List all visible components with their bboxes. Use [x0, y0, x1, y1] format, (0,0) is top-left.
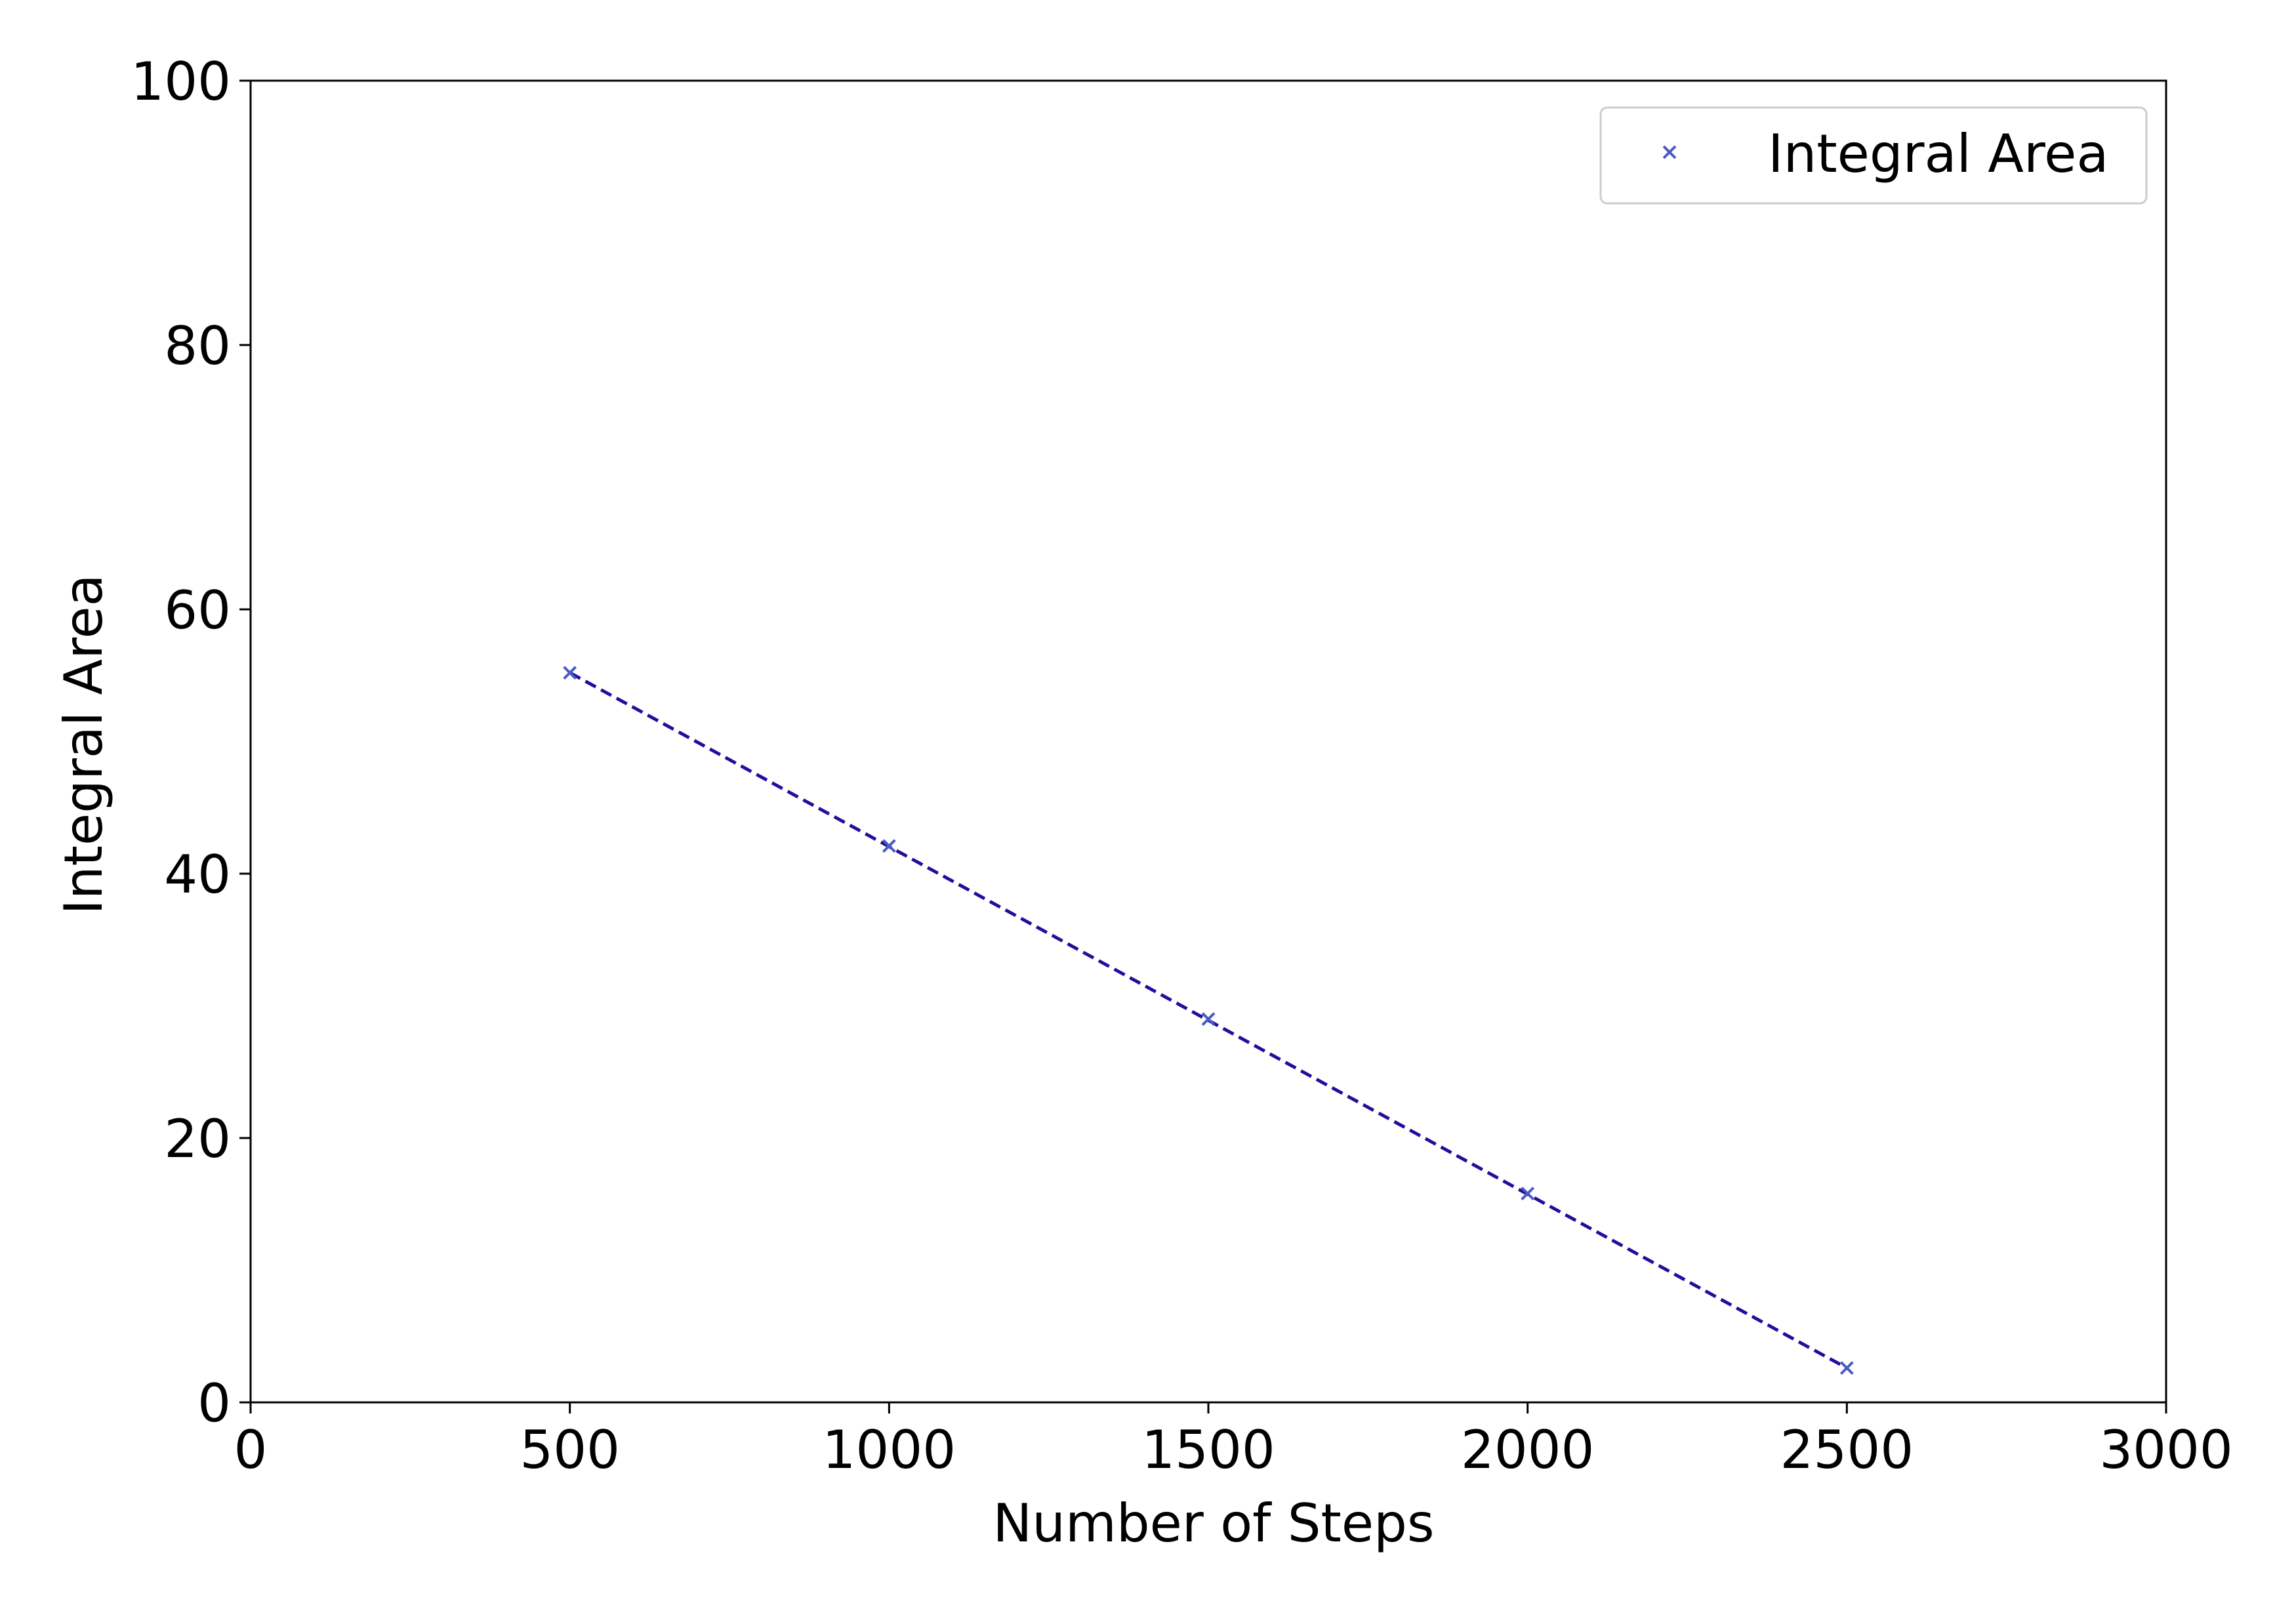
y-tick-label: 60	[164, 580, 231, 641]
axes: 0 500 1000 1500 2000 2500 3000 0 20 40 60 80 100	[131, 51, 2233, 1480]
y-tick-label: 100	[131, 51, 231, 112]
plot-frame	[249, 79, 2167, 1404]
x-tick-label: 2500	[1780, 1419, 1914, 1480]
x-tick-label: 500	[520, 1419, 620, 1480]
data-point	[563, 666, 577, 680]
legend: Integral Area	[1599, 106, 2148, 205]
y-tick-label: 80	[164, 315, 231, 376]
legend-marker-x	[1662, 145, 1677, 159]
y-axis-title: Integral Area	[53, 574, 114, 914]
data-point	[1201, 1012, 1216, 1027]
marker-stroke	[1839, 1361, 1854, 1375]
marker-stroke	[1201, 1012, 1216, 1027]
data-point	[1521, 1187, 1535, 1201]
x-tick-label: 2000	[1461, 1419, 1595, 1480]
plot-area	[563, 666, 1854, 1375]
x-tick-label: 0	[234, 1419, 268, 1480]
data-point	[1839, 1361, 1854, 1375]
marker-stroke	[563, 666, 577, 680]
legend-box	[1599, 106, 2148, 205]
y-tick-label: 20	[164, 1109, 231, 1170]
x-tick-label: 3000	[2099, 1419, 2233, 1480]
x-tick-label: 1500	[1141, 1419, 1275, 1480]
marker-stroke	[1662, 145, 1677, 159]
legend-label: Integral Area	[1768, 123, 2108, 184]
marker-stroke	[882, 839, 896, 853]
y-tick-label: 0	[197, 1373, 231, 1434]
x-axis-title: Number of Steps	[993, 1493, 1434, 1554]
y-tick-label: 40	[164, 844, 231, 905]
marker-stroke	[1521, 1187, 1535, 1201]
legend-marker-x-glyph	[1662, 145, 1677, 159]
x-tick-label: 1000	[823, 1419, 956, 1480]
data-point	[882, 839, 896, 853]
